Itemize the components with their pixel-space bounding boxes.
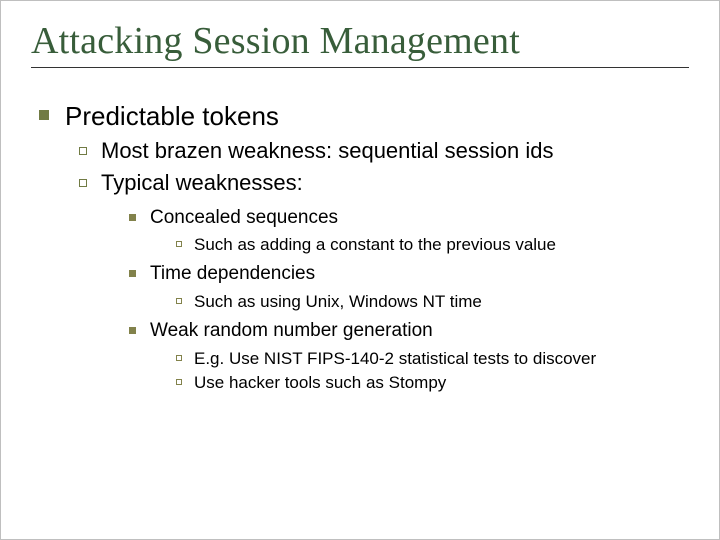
bullet-text: Weak random number generation bbox=[150, 320, 433, 341]
bullet-text: E.g. Use NIST FIPS-140-2 statistical tes… bbox=[194, 348, 689, 370]
list-item: Time dependencies Such as using Unix, Wi… bbox=[129, 262, 689, 315]
hollow-square-bullet-icon bbox=[176, 379, 182, 385]
list-item: E.g. Use NIST FIPS-140-2 statistical tes… bbox=[176, 348, 689, 370]
bullet-text: Such as using Unix, Windows NT time bbox=[194, 291, 689, 313]
hollow-square-bullet-icon bbox=[79, 179, 87, 187]
bullet-list-level-2: Most brazen weakness: sequential session… bbox=[79, 137, 689, 401]
bullet-text: Predictable tokens bbox=[65, 101, 279, 131]
bullet-text: Most brazen weakness: sequential session… bbox=[101, 137, 689, 166]
square-bullet-icon bbox=[129, 327, 136, 334]
hollow-square-bullet-icon bbox=[176, 241, 182, 247]
bullet-list-level-4: Such as adding a constant to the previou… bbox=[176, 234, 689, 256]
bullet-list-level-1: Predictable tokens Most brazen weakness:… bbox=[39, 100, 689, 404]
bullet-text: Time dependencies bbox=[150, 263, 315, 284]
bullet-text: Concealed sequences bbox=[150, 207, 338, 228]
list-item: Most brazen weakness: sequential session… bbox=[79, 137, 689, 166]
bullet-list-level-4: E.g. Use NIST FIPS-140-2 statistical tes… bbox=[176, 348, 689, 394]
bullet-list-level-3: Concealed sequences Such as adding a con… bbox=[129, 206, 689, 396]
hollow-square-bullet-icon bbox=[176, 355, 182, 361]
list-item: Predictable tokens Most brazen weakness:… bbox=[39, 100, 689, 404]
list-item: Typical weaknesses: Concealed sequences bbox=[79, 169, 689, 400]
list-item: Use hacker tools such as Stompy bbox=[176, 372, 689, 394]
bullet-list-level-4: Such as using Unix, Windows NT time bbox=[176, 291, 689, 313]
square-bullet-icon bbox=[39, 110, 49, 120]
list-item: Concealed sequences Such as adding a con… bbox=[129, 206, 689, 259]
slide: Attacking Session Management Predictable… bbox=[0, 0, 720, 540]
list-item: Such as using Unix, Windows NT time bbox=[176, 291, 689, 313]
bullet-text: Typical weaknesses: bbox=[101, 170, 303, 195]
slide-title: Attacking Session Management bbox=[31, 19, 689, 63]
bullet-text: Such as adding a constant to the previou… bbox=[194, 234, 689, 256]
bullet-text: Use hacker tools such as Stompy bbox=[194, 372, 689, 394]
hollow-square-bullet-icon bbox=[79, 147, 87, 155]
hollow-square-bullet-icon bbox=[176, 298, 182, 304]
list-item: Such as adding a constant to the previou… bbox=[176, 234, 689, 256]
title-underline bbox=[31, 67, 689, 68]
list-item: Weak random number generation E.g. Use N… bbox=[129, 319, 689, 396]
square-bullet-icon bbox=[129, 270, 136, 277]
square-bullet-icon bbox=[129, 214, 136, 221]
